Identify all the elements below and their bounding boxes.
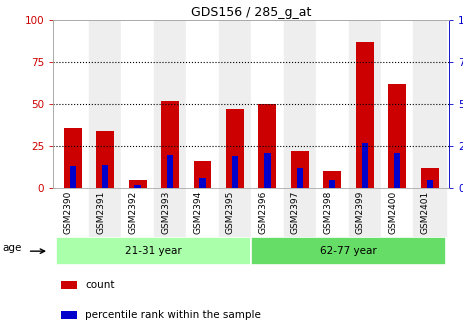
- Bar: [186, 20, 219, 188]
- Bar: [413, 188, 446, 237]
- Bar: [232, 156, 238, 188]
- Text: GSM2398: GSM2398: [323, 191, 332, 234]
- Bar: [121, 188, 154, 237]
- Bar: [194, 161, 212, 188]
- Text: GSM2396: GSM2396: [258, 191, 268, 234]
- Bar: [219, 20, 251, 188]
- Bar: [129, 180, 146, 188]
- Text: 21-31 year: 21-31 year: [125, 246, 182, 256]
- Bar: [316, 20, 349, 188]
- Bar: [96, 131, 114, 188]
- Bar: [64, 128, 81, 188]
- Bar: [200, 178, 206, 188]
- Bar: [56, 188, 89, 237]
- Bar: [102, 165, 108, 188]
- Text: percentile rank within the sample: percentile rank within the sample: [85, 310, 261, 320]
- Bar: [161, 101, 179, 188]
- Text: GSM2393: GSM2393: [161, 191, 170, 234]
- Bar: [251, 20, 284, 188]
- Bar: [349, 20, 381, 188]
- Bar: [121, 20, 154, 188]
- Bar: [413, 20, 446, 188]
- Bar: [284, 20, 316, 188]
- Bar: [61, 281, 77, 289]
- Bar: [154, 188, 186, 237]
- Bar: [154, 20, 186, 188]
- Title: GDS156 / 285_g_at: GDS156 / 285_g_at: [191, 6, 311, 19]
- Bar: [89, 20, 121, 188]
- Text: GSM2391: GSM2391: [96, 191, 105, 234]
- Bar: [329, 180, 335, 188]
- Bar: [291, 151, 309, 188]
- Bar: [388, 84, 406, 188]
- Bar: [316, 188, 349, 237]
- Bar: [69, 166, 76, 188]
- Bar: [284, 188, 316, 237]
- Bar: [381, 188, 413, 237]
- Bar: [381, 20, 413, 188]
- Text: age: age: [3, 243, 22, 253]
- Text: 62-77 year: 62-77 year: [320, 246, 377, 256]
- Bar: [226, 109, 244, 188]
- Text: GSM2394: GSM2394: [194, 191, 202, 234]
- Text: GSM2397: GSM2397: [291, 191, 300, 234]
- Text: count: count: [85, 280, 114, 290]
- Text: GSM2401: GSM2401: [421, 191, 430, 234]
- Bar: [251, 188, 284, 237]
- Bar: [356, 42, 374, 188]
- Text: GSM2400: GSM2400: [388, 191, 397, 234]
- Bar: [421, 168, 438, 188]
- Text: GSM2395: GSM2395: [226, 191, 235, 234]
- Bar: [167, 155, 173, 188]
- Bar: [362, 143, 368, 188]
- Text: GSM2390: GSM2390: [64, 191, 73, 234]
- Bar: [219, 188, 251, 237]
- Bar: [134, 185, 141, 188]
- Bar: [349, 188, 381, 237]
- Bar: [56, 237, 251, 265]
- Text: GSM2399: GSM2399: [356, 191, 365, 234]
- Bar: [186, 188, 219, 237]
- Bar: [426, 180, 433, 188]
- Bar: [323, 171, 341, 188]
- Text: GSM2392: GSM2392: [129, 191, 138, 234]
- Bar: [264, 153, 270, 188]
- Bar: [56, 20, 89, 188]
- Bar: [297, 168, 303, 188]
- Bar: [89, 188, 121, 237]
- Bar: [251, 237, 446, 265]
- Bar: [394, 153, 400, 188]
- Bar: [61, 311, 77, 319]
- Bar: [258, 104, 276, 188]
